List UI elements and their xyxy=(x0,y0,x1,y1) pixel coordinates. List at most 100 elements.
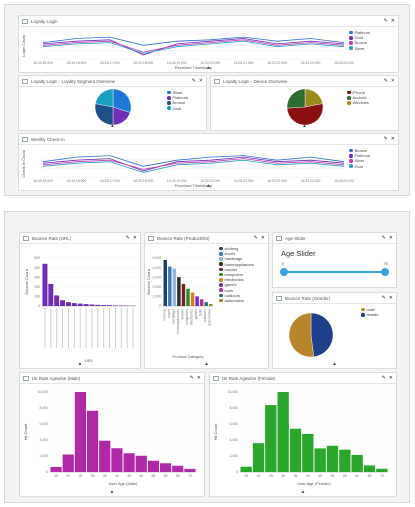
close-icon[interactable]: ✕ xyxy=(388,375,393,381)
legend-item[interactable]: Android xyxy=(347,95,369,100)
segment-overview-panel: Loyalty Login - Loyalty Segment Overview… xyxy=(18,75,207,131)
gender-pie xyxy=(288,312,334,358)
bar xyxy=(50,467,62,472)
collapse-icon[interactable]: ▲ xyxy=(77,361,83,367)
gender-legend: male female xyxy=(361,307,379,317)
legend-item[interactable]: homeappliances xyxy=(219,262,254,267)
slider-min-handle[interactable] xyxy=(280,268,288,276)
legend-item[interactable]: female xyxy=(361,312,379,317)
legend-item[interactable]: outdoors xyxy=(219,293,254,298)
legend-item[interactable]: games xyxy=(219,282,254,287)
edit-icon[interactable]: ✎ xyxy=(383,18,388,24)
legend-item[interactable]: Bronze xyxy=(167,100,188,105)
bar xyxy=(204,302,208,306)
legend-item[interactable]: Bronze xyxy=(349,148,370,153)
close-icon[interactable]: ✕ xyxy=(198,78,203,84)
collapse-icon[interactable]: ▲ xyxy=(109,489,115,495)
close-icon[interactable]: ✕ xyxy=(196,375,201,381)
close-icon[interactable]: ✕ xyxy=(260,235,265,241)
legend-label: computers xyxy=(224,272,244,278)
x-axis-label: User Age (Female) xyxy=(297,481,331,486)
close-icon[interactable]: ✕ xyxy=(388,235,393,241)
legend-item[interactable]: Platinum xyxy=(349,153,370,158)
bar xyxy=(181,283,186,306)
legend-label: Bronze xyxy=(172,100,186,106)
legend-item[interactable]: Platinum xyxy=(167,95,188,100)
legend-item[interactable]: Gold xyxy=(349,164,370,169)
bar xyxy=(302,433,314,472)
legend-swatch xyxy=(219,288,223,292)
panel-title: Weekly Check-in xyxy=(31,136,65,142)
close-icon[interactable]: ✕ xyxy=(388,295,393,301)
legend-item[interactable]: automotive xyxy=(219,298,254,303)
close-icon[interactable]: ✕ xyxy=(390,18,395,24)
collapse-icon[interactable]: ▲ xyxy=(302,123,307,129)
age-slider[interactable]: 0 70 xyxy=(280,261,389,277)
bar xyxy=(42,263,48,306)
line-chart-icon xyxy=(22,18,28,24)
legend-label: Gold xyxy=(354,163,363,169)
legend-item[interactable]: iPhone xyxy=(347,90,369,95)
legend-item[interactable]: computers xyxy=(219,272,254,277)
x-tick-label: 16:33:16.000 xyxy=(67,61,87,65)
legend-item[interactable]: electronics xyxy=(219,277,254,282)
legend-item[interactable]: clothing xyxy=(219,246,254,251)
collapse-icon[interactable]: ▲ xyxy=(204,361,209,367)
x-tick-label: computers xyxy=(185,309,189,325)
bar xyxy=(159,463,172,472)
y-tick-label: 2,000 xyxy=(230,454,239,458)
legend-item[interactable]: male xyxy=(361,307,379,312)
y-axis-label: Bounce Count xyxy=(24,268,29,294)
legend-item[interactable]: Platinum xyxy=(349,30,370,35)
collapse-icon[interactable]: ▲ xyxy=(332,361,337,367)
series-line xyxy=(42,40,345,54)
bar xyxy=(135,455,147,472)
bar xyxy=(111,448,123,472)
legend-item[interactable]: Silver xyxy=(349,158,370,163)
edit-icon[interactable]: ✎ xyxy=(381,235,386,241)
legend-item[interactable]: handbags xyxy=(219,256,254,261)
bar xyxy=(83,304,89,306)
x-tick-label: 16:33:24.000 xyxy=(334,179,354,183)
edit-icon[interactable]: ✎ xyxy=(381,295,386,301)
legend-item[interactable]: Gold xyxy=(349,35,370,40)
close-icon[interactable]: ✕ xyxy=(390,78,395,84)
close-icon[interactable]: ✕ xyxy=(132,235,137,241)
collapse-icon[interactable]: ▲ xyxy=(206,183,211,189)
x-tick-label: 16:33:22.000 xyxy=(267,61,287,65)
legend-swatch xyxy=(361,307,365,312)
legend-item[interactable]: Windows xyxy=(347,100,369,105)
collapse-icon[interactable]: ▲ xyxy=(206,65,211,71)
legend-item[interactable]: Silver xyxy=(167,90,188,95)
legend-swatch xyxy=(219,252,223,256)
bar xyxy=(62,454,74,472)
edit-icon[interactable]: ✎ xyxy=(381,375,386,381)
edit-icon[interactable]: ✎ xyxy=(253,235,258,241)
edit-icon[interactable]: ✎ xyxy=(191,78,196,84)
collapse-icon[interactable]: ▲ xyxy=(300,489,306,495)
x-tick-label: 16:33:19.000 xyxy=(167,61,187,65)
bar xyxy=(168,266,172,306)
legend-item[interactable]: tools xyxy=(219,288,254,293)
legend-item[interactable]: Gold xyxy=(167,106,188,111)
collapse-icon[interactable]: ▲ xyxy=(110,123,115,129)
legend-item[interactable]: shoes xyxy=(219,251,254,256)
y-tick-label: 8,000 xyxy=(230,406,239,410)
bar xyxy=(240,466,252,472)
legend-item[interactable]: Bronze xyxy=(349,40,370,45)
bar xyxy=(265,405,277,472)
legend-item[interactable]: Silver xyxy=(349,46,370,51)
panel-title: Bounce Rate (Gender) xyxy=(285,295,331,301)
close-icon[interactable]: ✕ xyxy=(390,136,395,142)
y-tick-label: 5,000 xyxy=(153,256,162,260)
edit-icon[interactable]: ✎ xyxy=(383,136,388,142)
legend-swatch xyxy=(349,46,353,50)
slider-max-handle[interactable] xyxy=(381,268,389,276)
segment-legend: Silver Platinum Bronze Gold xyxy=(167,90,188,111)
x-tick-label: 16:33:20.000 xyxy=(200,179,220,183)
y-tick-label: 6,000 xyxy=(230,422,239,426)
edit-icon[interactable]: ✎ xyxy=(383,78,388,84)
legend-item[interactable]: movies xyxy=(219,267,254,272)
edit-icon[interactable]: ✎ xyxy=(125,235,130,241)
edit-icon[interactable]: ✎ xyxy=(189,375,194,381)
